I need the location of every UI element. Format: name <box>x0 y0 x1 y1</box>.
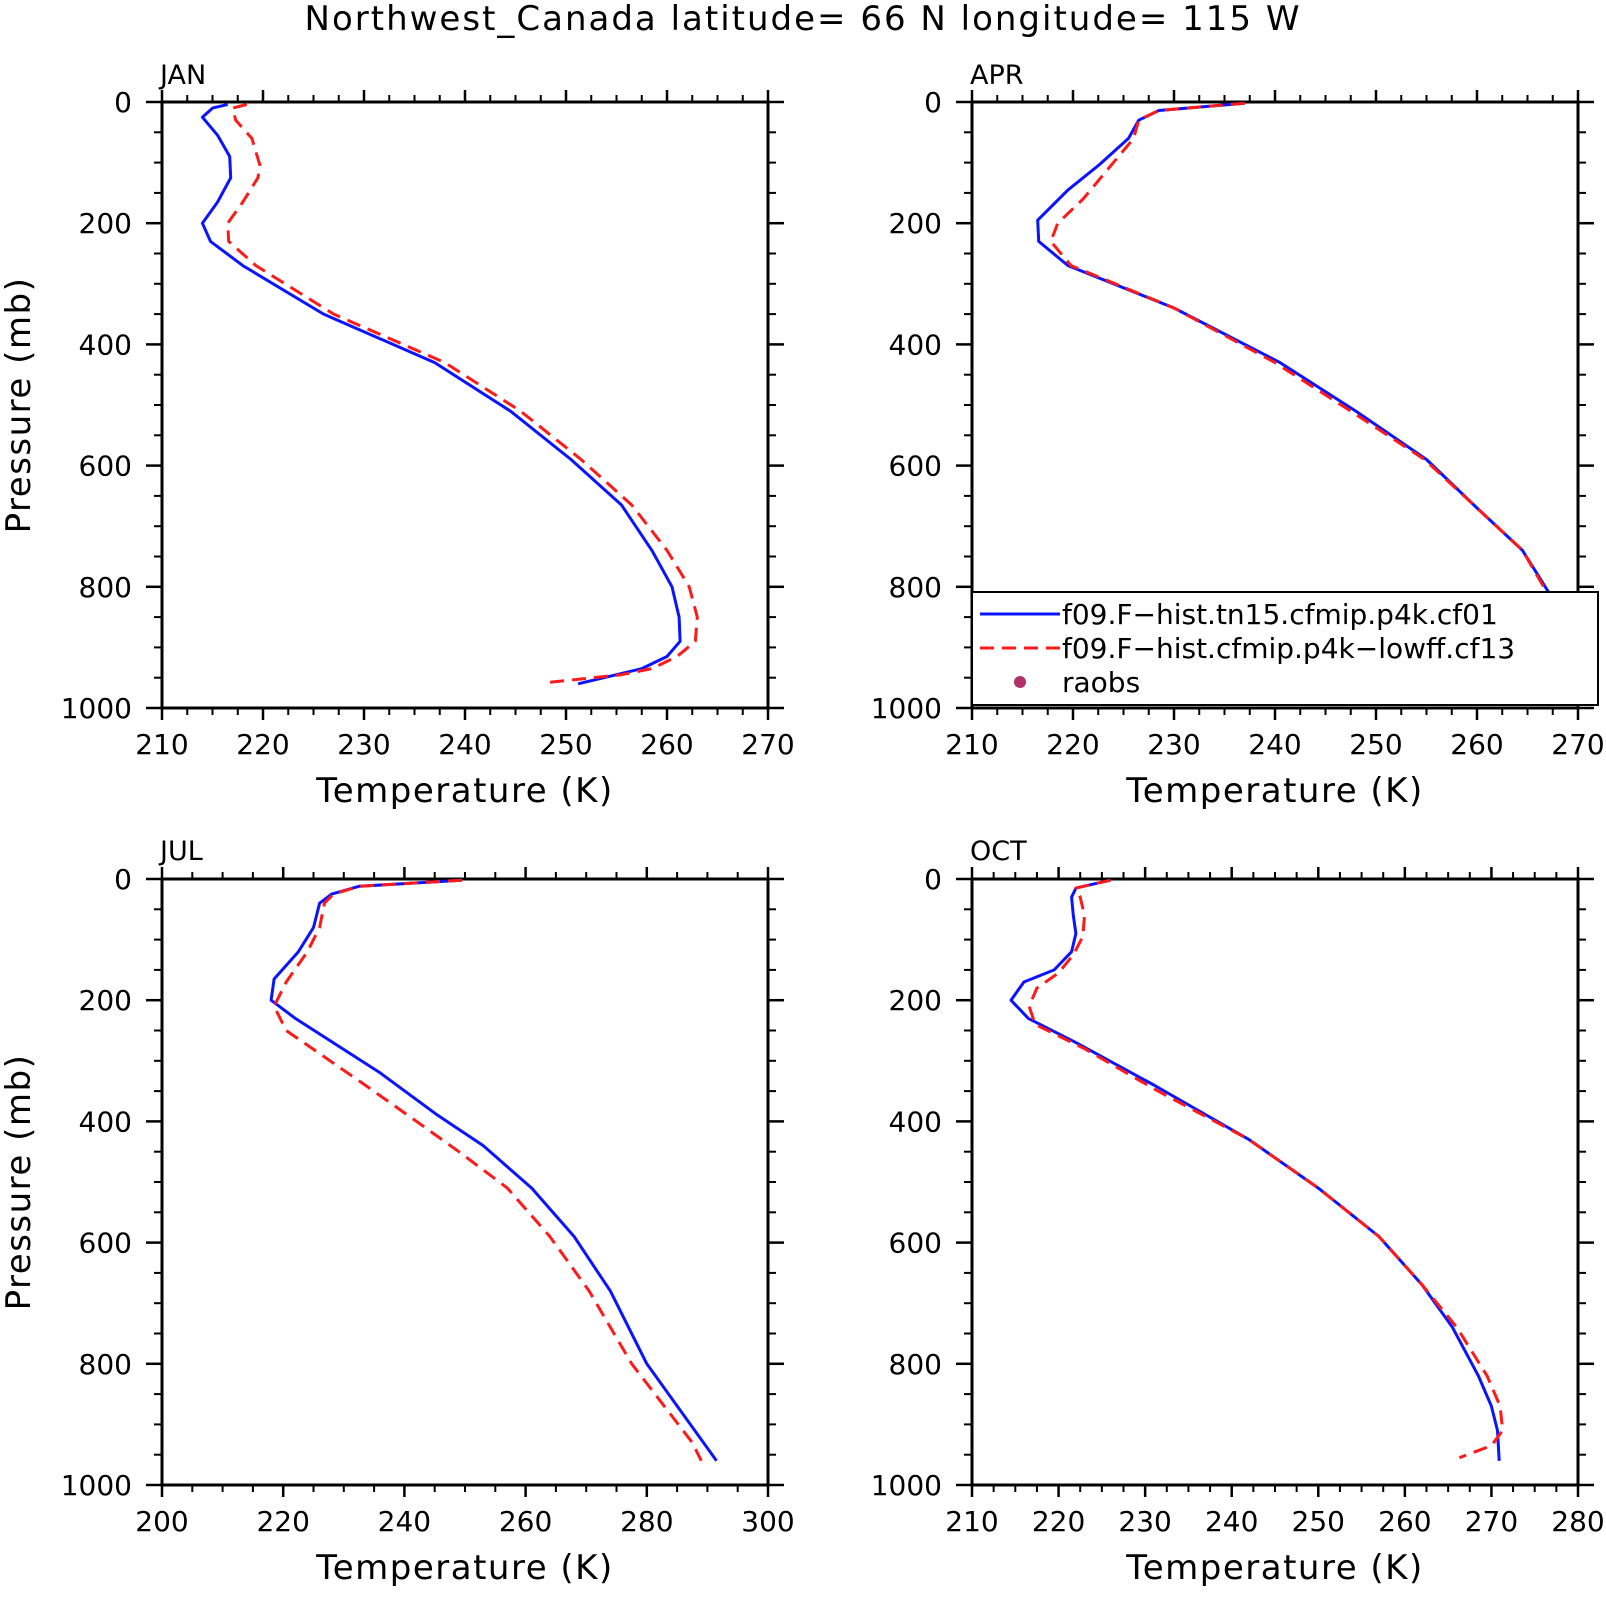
series-line-2-jul <box>272 878 703 1462</box>
series-line-1-oct <box>1009 878 1501 1461</box>
y-tick-label: 200 <box>79 984 132 1017</box>
x-tick-label: 240 <box>438 728 491 761</box>
panel-label-jul: JUL <box>158 836 203 867</box>
legend: f09.F−hist.tn15.cfmip.p4k.cf01 f09.F−his… <box>971 591 1599 706</box>
y-tick-label: 200 <box>79 207 132 240</box>
y-axis-title-jul: Pressure (mb) <box>0 1054 39 1311</box>
y-tick-label: 800 <box>79 571 132 604</box>
y-tick-label: 200 <box>889 207 942 240</box>
x-tick-label: 230 <box>1118 1505 1171 1538</box>
x-tick-label: 270 <box>741 728 794 761</box>
x-axis-title-oct: Temperature (K) <box>1125 1548 1424 1588</box>
series-line-1-jan <box>200 102 682 686</box>
panel-jan: 210 220 230 240 250 260 270 0 200 400 600 800 1000 Te… <box>0 60 795 811</box>
y-axis-title-jan: Pressure (mb) <box>0 277 39 534</box>
y-tick-label: 400 <box>889 328 942 361</box>
x-tick-label: 260 <box>640 728 693 761</box>
x-tick-label: 250 <box>539 728 592 761</box>
x-tick-label: 240 <box>1248 728 1301 761</box>
x-tick-label: 230 <box>337 728 390 761</box>
legend-label-model-1: f09.F−hist.tn15.cfmip.p4k.cf01 <box>1062 598 1498 631</box>
y-tick-label: 1000 <box>871 1469 942 1502</box>
legend-label-raobs: raobs <box>1062 666 1140 699</box>
x-tick-label: 280 <box>1551 1505 1604 1538</box>
x-tick-label: 240 <box>378 1505 431 1538</box>
y-tick-label: 1000 <box>61 692 132 725</box>
legend-label-model-2: f09.F−hist.cfmip.p4k−lowff.cf13 <box>1062 632 1515 665</box>
y-tick-label: 800 <box>889 1348 942 1381</box>
x-tick-label: 250 <box>1349 728 1402 761</box>
y-tick-label: 800 <box>889 571 942 604</box>
x-tick-label: 260 <box>1378 1505 1431 1538</box>
panel-jul: 200 220 240 260 280 300 0 200 400 600 800 1000 Tempe… <box>0 836 795 1588</box>
x-tick-label: 220 <box>1046 728 1099 761</box>
y-tick-label: 0 <box>924 86 942 119</box>
x-tick-label: 220 <box>236 728 289 761</box>
x-axis-title-jan: Temperature (K) <box>315 771 614 811</box>
plot-frame-jan <box>160 100 770 710</box>
x-tick-label: 230 <box>1147 728 1200 761</box>
x-tick-label: 220 <box>256 1505 309 1538</box>
x-tick-label: 260 <box>1450 728 1503 761</box>
panel-label-apr: APR <box>970 60 1024 91</box>
panel-label-jan: JAN <box>158 60 206 91</box>
x-tick-label: 240 <box>1205 1505 1258 1538</box>
panel-label-oct: OCT <box>970 836 1027 867</box>
y-tick-label: 0 <box>114 863 132 896</box>
x-tick-label: 260 <box>499 1505 552 1538</box>
panel-oct: 210 220 230 240 250 260 270 280 0 200 400 600 800 100… <box>871 836 1605 1588</box>
x-tick-label: 300 <box>741 1505 794 1538</box>
y-tick-label: 600 <box>79 450 132 483</box>
x-tick-label: 210 <box>945 728 998 761</box>
x-axis-title-apr: Temperature (K) <box>1125 771 1424 811</box>
x-tick-label: 210 <box>135 728 188 761</box>
y-tick-label: 0 <box>924 863 942 896</box>
y-tick-label: 600 <box>79 1227 132 1260</box>
y-tick-label: 400 <box>79 328 132 361</box>
y-tick-label: 600 <box>889 1227 942 1260</box>
series-line-1-jul <box>269 878 718 1462</box>
x-tick-label: 250 <box>1292 1505 1345 1538</box>
x-tick-label: 200 <box>135 1505 188 1538</box>
x-tick-label: 210 <box>945 1505 998 1538</box>
figure-title: Northwest_Canada latitude= 66 N longitud… <box>305 0 1302 39</box>
x-tick-label: 220 <box>1032 1505 1085 1538</box>
y-tick-label: 400 <box>889 1105 942 1138</box>
y-tick-label: 400 <box>79 1105 132 1138</box>
y-tick-label: 200 <box>889 984 942 1017</box>
legend-marker-raobs <box>1014 676 1026 688</box>
series-line-2-jan <box>226 102 699 684</box>
x-tick-label: 270 <box>1551 728 1604 761</box>
series-line-2-oct <box>1027 878 1505 1460</box>
panel-apr: 210 220 230 240 250 260 270 0 200 400 600 800 1000 Te… <box>871 60 1605 811</box>
legend-box <box>971 591 1599 706</box>
y-tick-label: 0 <box>114 86 132 119</box>
y-tick-label: 800 <box>79 1348 132 1381</box>
y-tick-label: 600 <box>889 450 942 483</box>
x-tick-label: 280 <box>620 1505 673 1538</box>
x-tick-label: 270 <box>1465 1505 1518 1538</box>
y-tick-label: 1000 <box>871 692 942 725</box>
plot-frame-jul <box>160 877 770 1487</box>
x-axis-title-jul: Temperature (K) <box>315 1548 614 1588</box>
y-tick-label: 1000 <box>61 1469 132 1502</box>
